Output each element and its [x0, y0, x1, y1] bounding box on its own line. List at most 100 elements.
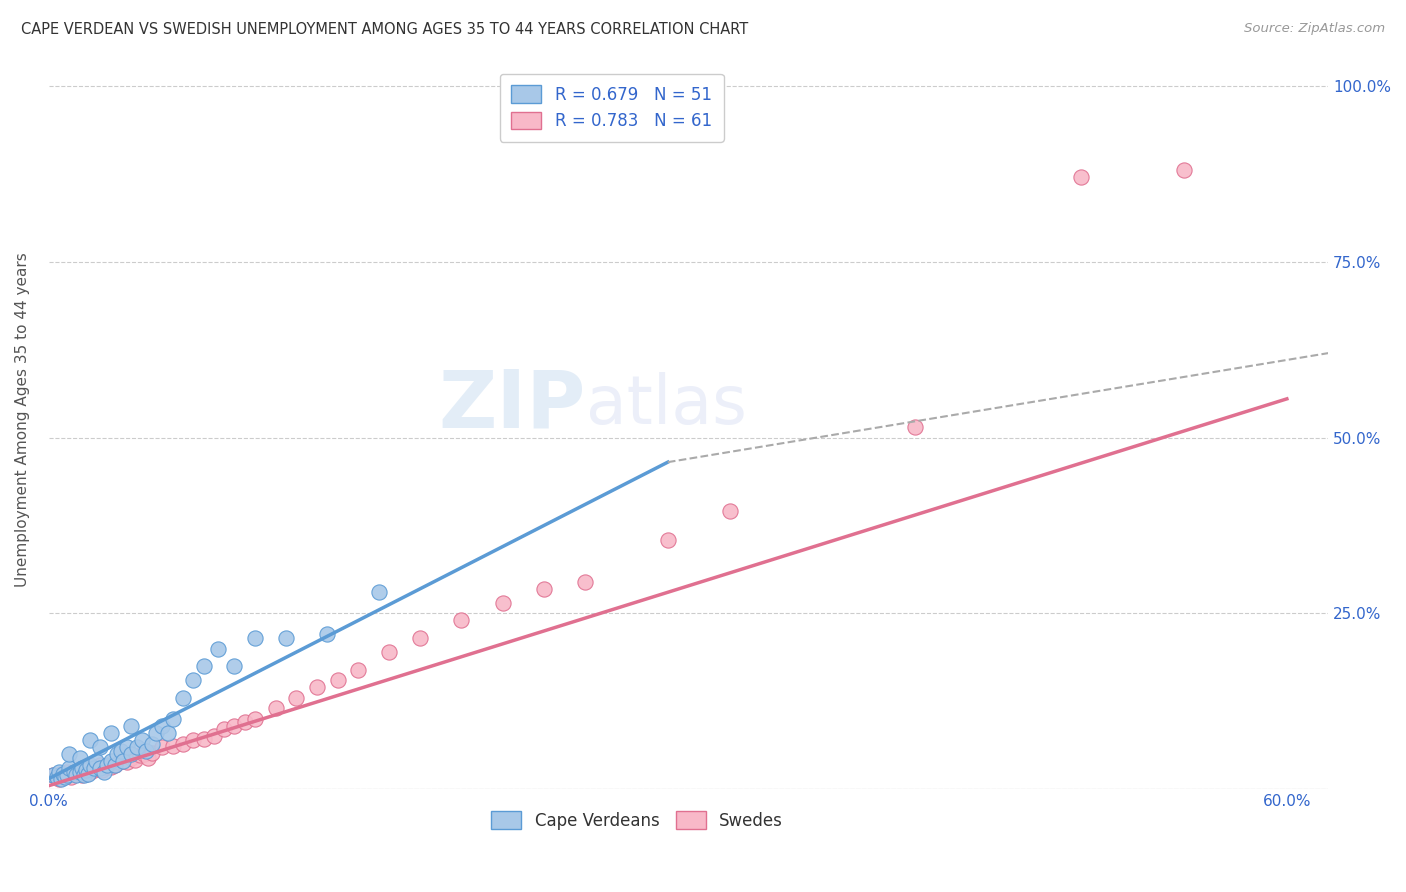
Point — [136, 750, 159, 764]
Point — [69, 764, 91, 779]
Point — [66, 763, 89, 777]
Point — [42, 768, 65, 782]
Point — [58, 766, 80, 780]
Point — [77, 766, 100, 780]
Point — [409, 631, 432, 645]
Point — [141, 737, 163, 751]
Point — [56, 768, 79, 782]
Point — [115, 739, 138, 754]
Point — [62, 764, 84, 779]
Point — [326, 673, 349, 688]
Point — [96, 760, 118, 774]
Point — [132, 747, 155, 761]
Point — [93, 764, 115, 779]
Point — [89, 757, 111, 772]
Point — [65, 768, 87, 782]
Point — [79, 764, 101, 779]
Point — [120, 747, 142, 761]
Point — [42, 768, 65, 782]
Point — [135, 743, 157, 757]
Text: Source: ZipAtlas.com: Source: ZipAtlas.com — [1244, 22, 1385, 36]
Point — [112, 754, 135, 768]
Point — [492, 596, 515, 610]
Point — [202, 730, 225, 744]
Point — [84, 761, 107, 775]
Point — [112, 754, 135, 768]
Point — [193, 731, 215, 746]
Point — [48, 772, 70, 786]
Point — [77, 763, 100, 777]
Point — [533, 582, 555, 596]
Point — [100, 726, 122, 740]
Point — [91, 763, 114, 777]
Point — [162, 739, 184, 753]
Point — [162, 712, 184, 726]
Point — [53, 770, 76, 784]
Point — [75, 763, 97, 777]
Point — [193, 659, 215, 673]
Point — [84, 754, 107, 768]
Point — [89, 739, 111, 754]
Point — [181, 673, 204, 688]
Point — [120, 750, 142, 764]
Point — [83, 763, 105, 777]
Point — [60, 770, 83, 784]
Legend: Cape Verdeans, Swedes: Cape Verdeans, Swedes — [485, 805, 790, 837]
Point — [172, 737, 194, 751]
Point — [69, 750, 91, 764]
Point — [172, 690, 194, 705]
Text: CAPE VERDEAN VS SWEDISH UNEMPLOYMENT AMONG AGES 35 TO 44 YEARS CORRELATION CHART: CAPE VERDEAN VS SWEDISH UNEMPLOYMENT AMO… — [21, 22, 748, 37]
Point — [70, 768, 93, 782]
Point — [80, 761, 103, 775]
Point — [145, 726, 167, 740]
Point — [131, 733, 153, 747]
Point — [128, 748, 150, 763]
Y-axis label: Unemployment Among Ages 35 to 44 years: Unemployment Among Ages 35 to 44 years — [15, 252, 30, 587]
Point — [657, 533, 679, 547]
Point — [52, 766, 75, 780]
Point — [46, 770, 69, 784]
Point — [49, 772, 72, 786]
Point — [73, 761, 96, 775]
Text: ZIP: ZIP — [439, 367, 586, 444]
Point — [65, 766, 87, 780]
Point — [574, 574, 596, 589]
Point — [274, 631, 297, 645]
Point — [70, 761, 93, 775]
Point — [150, 739, 173, 754]
Point — [224, 719, 246, 733]
Point — [316, 627, 339, 641]
Point — [120, 719, 142, 733]
Point — [347, 663, 370, 677]
Point — [56, 764, 79, 779]
Point — [69, 764, 91, 779]
Point — [207, 641, 229, 656]
Point — [233, 715, 256, 730]
Point — [46, 770, 69, 784]
Text: atlas: atlas — [586, 372, 747, 438]
Point — [305, 680, 328, 694]
Point — [52, 770, 75, 784]
Point — [378, 645, 401, 659]
Point — [110, 743, 132, 757]
Point — [83, 761, 105, 775]
Point — [141, 746, 163, 760]
Point — [104, 757, 127, 772]
Point — [104, 757, 127, 772]
Point — [79, 733, 101, 747]
Point — [285, 690, 308, 705]
Point — [450, 614, 472, 628]
Point — [243, 631, 266, 645]
Point — [96, 757, 118, 772]
Point — [181, 733, 204, 747]
Point — [100, 760, 122, 774]
Point — [367, 585, 389, 599]
Point — [157, 726, 180, 740]
Point — [73, 768, 96, 782]
Point — [89, 761, 111, 775]
Point — [58, 761, 80, 775]
Point — [224, 659, 246, 673]
Point — [75, 766, 97, 780]
Point — [79, 757, 101, 772]
Point — [1173, 163, 1195, 178]
